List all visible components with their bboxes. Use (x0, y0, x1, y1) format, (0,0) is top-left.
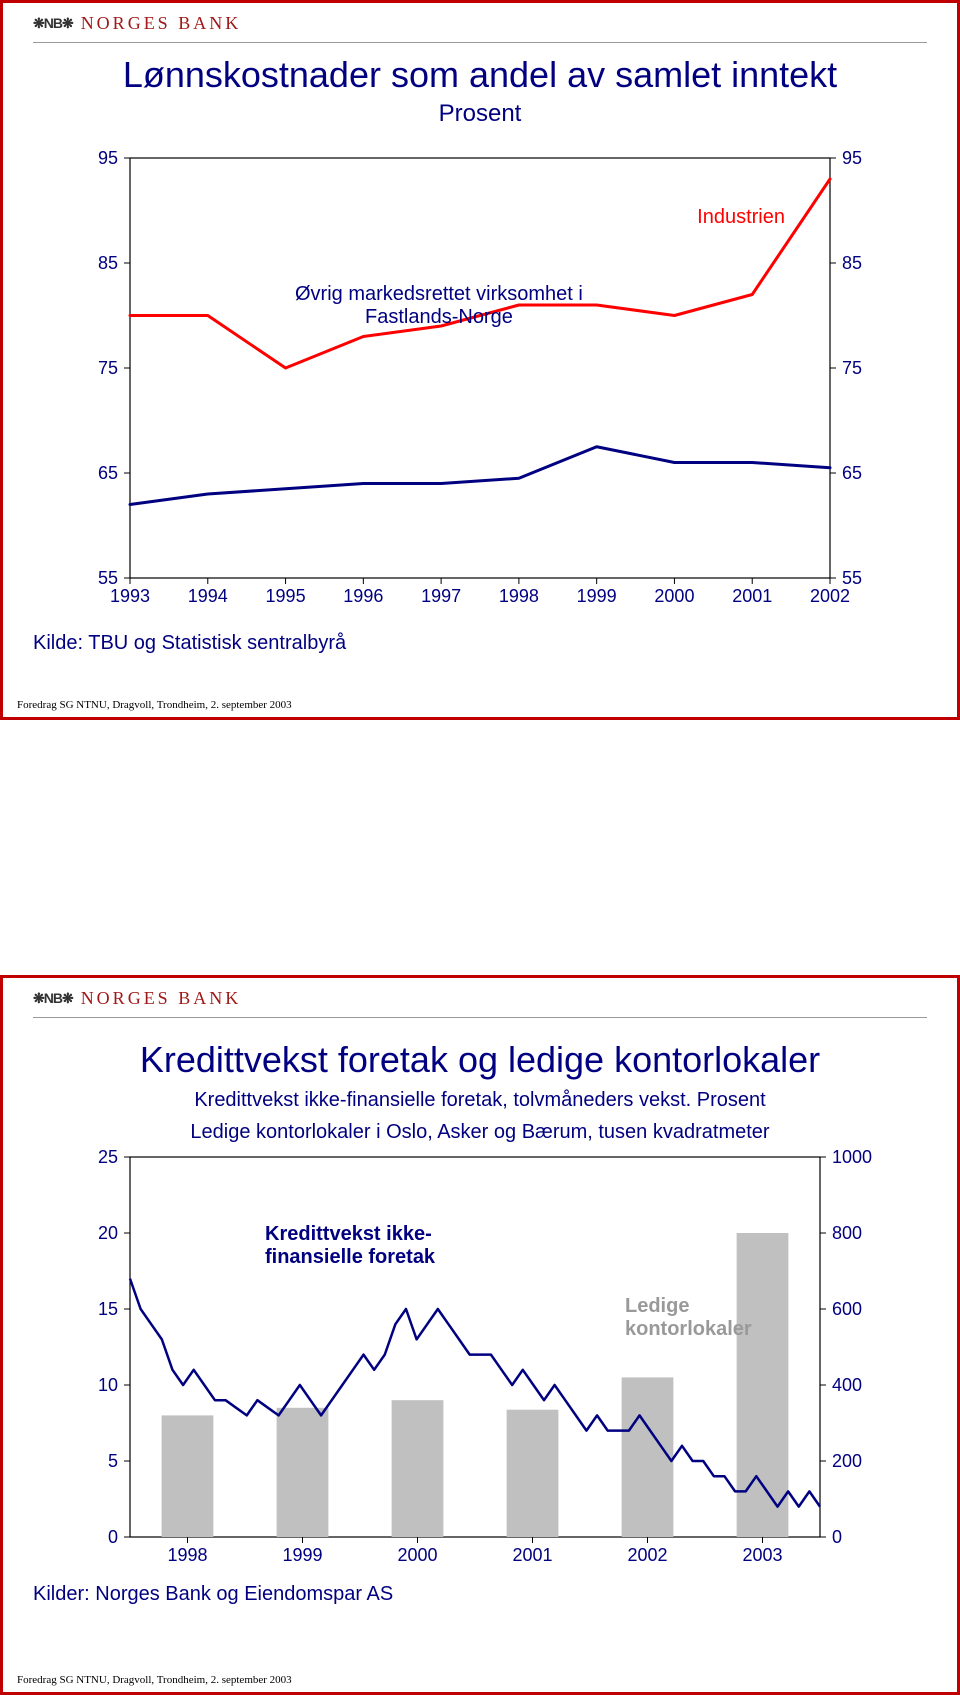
svg-text:1999: 1999 (282, 1545, 322, 1565)
svg-text:1995: 1995 (266, 586, 306, 606)
slide1-footer: Foredrag SG NTNU, Dragvoll, Trondheim, 2… (17, 699, 292, 711)
svg-text:1994: 1994 (188, 586, 228, 606)
slide-2: ❋NB❋ NORGES BANK Kredittvekst foretak og… (0, 975, 960, 1695)
slide1-chart: 55 55 65 65 75 75 85 85 95 95 1993 1994 1995 1996 1997… (70, 148, 890, 618)
svg-text:65: 65 (98, 463, 118, 483)
bank-logo-icon-2: ❋NB❋ (33, 990, 73, 1007)
svg-text:1999: 1999 (577, 586, 617, 606)
slide2-desc2-text: Ledige kontorlokaler i Oslo, Asker og Bæ… (190, 1121, 769, 1143)
svg-text:95: 95 (98, 148, 118, 168)
svg-text:55: 55 (842, 568, 862, 588)
svg-text:2003: 2003 (742, 1545, 782, 1565)
slide1-title: Lønnskostnader som andel av samlet innte… (33, 53, 927, 96)
svg-text:95: 95 (842, 148, 862, 168)
slide2-desc2: Ledige kontorlokaler i Oslo, Asker og Bæ… (33, 1119, 927, 1145)
svg-text:0: 0 (108, 1527, 118, 1547)
svg-text:200: 200 (832, 1451, 862, 1471)
spacer (0, 720, 960, 975)
svg-text:65: 65 (842, 463, 862, 483)
svg-text:5: 5 (108, 1451, 118, 1471)
svg-text:75: 75 (98, 358, 118, 378)
divider-2 (33, 1017, 927, 1018)
svg-text:1996: 1996 (343, 586, 383, 606)
svg-text:0: 0 (832, 1527, 842, 1547)
legend-industrien: Industrien (697, 206, 785, 229)
slide2-desc1: Kredittvekst ikke-finansielle foretak, t… (33, 1087, 927, 1113)
bank-header: ❋NB❋ NORGES BANK (33, 13, 927, 34)
divider (33, 42, 927, 43)
svg-text:10: 10 (98, 1375, 118, 1395)
svg-text:15: 15 (98, 1299, 118, 1319)
bank-name: NORGES BANK (81, 13, 242, 34)
svg-text:2001: 2001 (732, 586, 772, 606)
svg-text:1998: 1998 (499, 586, 539, 606)
svg-text:400: 400 (832, 1375, 862, 1395)
svg-text:85: 85 (842, 253, 862, 273)
chart2-svg: 0 5 10 15 20 25 0 200 400 600 800 1000 1998 1999 2000 2… (70, 1147, 890, 1577)
svg-text:1997: 1997 (421, 586, 461, 606)
svg-text:2002: 2002 (810, 586, 850, 606)
svg-text:1998: 1998 (167, 1545, 207, 1565)
svg-text:1993: 1993 (110, 586, 150, 606)
svg-text:85: 85 (98, 253, 118, 273)
slide-1: ❋NB❋ NORGES BANK Lønnskostnader som ande… (0, 0, 960, 720)
bank-name-2: NORGES BANK (81, 988, 242, 1009)
svg-text:2001: 2001 (512, 1545, 552, 1565)
slide2-chart: 0 5 10 15 20 25 0 200 400 600 800 1000 1998 1999 2000 2… (70, 1147, 890, 1577)
slide2-source: Kilder: Norges Bank og Eiendomspar AS (33, 1583, 927, 1606)
bank-header-2: ❋NB❋ NORGES BANK (33, 988, 927, 1009)
svg-text:2002: 2002 (627, 1545, 667, 1565)
svg-text:55: 55 (98, 568, 118, 588)
legend-kredittvekst: Kredittvekst ikke- finansielle foretak (265, 1223, 435, 1269)
legend-ovrig: Øvrig markedsrettet virksomhet i Fastlan… (295, 283, 583, 329)
svg-text:1000: 1000 (832, 1147, 872, 1167)
legend-ledige: Ledige kontorlokaler (625, 1295, 752, 1341)
slide1-subtitle: Prosent (33, 100, 927, 128)
svg-text:800: 800 (832, 1223, 862, 1243)
slide2-title: Kredittvekst foretak og ledige kontorlok… (33, 1038, 927, 1081)
svg-text:75: 75 (842, 358, 862, 378)
svg-text:600: 600 (832, 1299, 862, 1319)
bank-logo-icon: ❋NB❋ (33, 15, 73, 32)
slide2-footer: Foredrag SG NTNU, Dragvoll, Trondheim, 2… (17, 1674, 292, 1686)
svg-text:2000: 2000 (397, 1545, 437, 1565)
slide1-source: Kilde: TBU og Statistisk sentralbyrå (33, 632, 927, 655)
svg-text:2000: 2000 (654, 586, 694, 606)
svg-text:20: 20 (98, 1223, 118, 1243)
svg-text:25: 25 (98, 1147, 118, 1167)
